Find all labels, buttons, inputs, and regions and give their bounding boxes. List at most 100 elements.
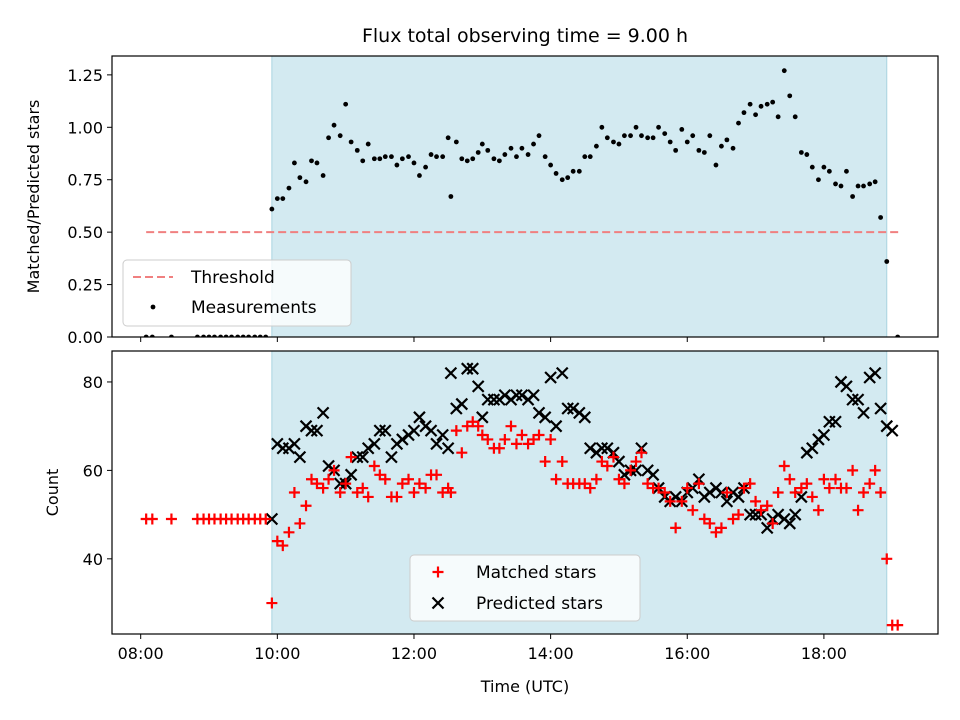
predicted-star-point bbox=[806, 442, 819, 455]
predicted-star-point bbox=[561, 402, 574, 415]
measurement-point bbox=[354, 147, 360, 153]
predicted-star-point bbox=[436, 428, 449, 442]
measurement-point bbox=[417, 173, 422, 178]
measurement-point bbox=[423, 164, 428, 170]
predicted-star-point bbox=[460, 362, 474, 375]
predicted-star-point bbox=[601, 442, 614, 455]
measurement-point bbox=[850, 194, 855, 199]
matched-star-point bbox=[311, 478, 323, 490]
predicted-star-point bbox=[555, 366, 569, 380]
matched-star-point bbox=[801, 478, 813, 490]
count-panel-frame bbox=[111, 350, 939, 635]
measurement-point bbox=[326, 135, 331, 141]
measurement-point bbox=[622, 133, 627, 139]
measurement-point bbox=[491, 156, 497, 162]
matched-star-point bbox=[681, 482, 693, 494]
predicted-star-point bbox=[771, 508, 785, 521]
measurement-point bbox=[753, 112, 758, 118]
matched-star-point bbox=[881, 553, 893, 565]
count-x-tick-label: 12:00 bbox=[391, 644, 437, 663]
measurement-point bbox=[673, 147, 679, 153]
measurement-point bbox=[475, 150, 481, 155]
ratio-observing-window bbox=[271, 55, 888, 338]
matched-star-point bbox=[584, 482, 596, 494]
matched-star-point bbox=[539, 456, 551, 468]
count-legend-box bbox=[409, 554, 641, 622]
matched-star-point bbox=[550, 473, 562, 485]
count-y-tick-label: 80 bbox=[83, 373, 103, 392]
predicted-star-point bbox=[441, 442, 455, 455]
measurement-point bbox=[593, 143, 599, 149]
measurement-point bbox=[470, 156, 476, 162]
matched-star-point bbox=[277, 540, 289, 552]
matched-star-point bbox=[830, 473, 842, 485]
measurement-point bbox=[861, 183, 866, 189]
matched-star-point bbox=[413, 478, 425, 490]
matched-star-point bbox=[670, 522, 682, 534]
matched-star-point bbox=[618, 478, 630, 490]
measurement-point bbox=[878, 215, 884, 220]
measurement-point bbox=[707, 133, 713, 139]
predicted-star-point bbox=[471, 380, 485, 393]
matched-star-point bbox=[733, 509, 745, 521]
measurement-point bbox=[764, 101, 770, 107]
matched-star-point bbox=[556, 456, 568, 468]
matched-star-point bbox=[391, 491, 403, 503]
measurement-point bbox=[656, 124, 661, 130]
measurement-point bbox=[531, 141, 536, 147]
matched-star-point bbox=[653, 482, 665, 494]
measurement-point bbox=[297, 175, 303, 181]
measurement-point bbox=[809, 164, 815, 170]
measurement-point bbox=[292, 160, 297, 166]
matched-star-point bbox=[493, 442, 505, 454]
measurement-point bbox=[445, 135, 451, 141]
matched-star-point bbox=[505, 420, 517, 432]
measurement-point bbox=[838, 183, 844, 189]
predicted-star-point bbox=[498, 388, 512, 402]
measurement-point bbox=[496, 158, 502, 164]
measurement-point bbox=[662, 131, 668, 136]
matched-star-point bbox=[345, 451, 357, 463]
matched-star-point bbox=[625, 464, 637, 476]
measurement-point bbox=[582, 154, 588, 160]
measurement-point bbox=[280, 196, 286, 201]
predicted-star-point bbox=[466, 362, 480, 375]
matched-star-point bbox=[340, 478, 352, 490]
matched-star-point bbox=[300, 500, 312, 512]
measurement-point bbox=[274, 196, 280, 201]
measurement-point bbox=[309, 158, 314, 164]
measurement-point bbox=[690, 133, 696, 139]
measurement-point bbox=[525, 152, 531, 157]
matched-star-point bbox=[499, 433, 511, 445]
predicted-star-point bbox=[350, 450, 364, 464]
matched-star-point bbox=[294, 517, 306, 529]
matched-star-point bbox=[396, 478, 408, 490]
matched-star-point bbox=[510, 438, 522, 450]
matched-star-point bbox=[408, 487, 420, 498]
matched-star-point bbox=[767, 517, 779, 529]
predicted-star-point bbox=[379, 424, 392, 437]
measurement-point bbox=[343, 101, 349, 107]
matched-star-point bbox=[721, 487, 733, 498]
predicted-star-point bbox=[829, 415, 842, 429]
measurement-point bbox=[548, 162, 554, 168]
predicted-star-point bbox=[538, 411, 552, 424]
measurement-point bbox=[633, 124, 639, 130]
predicted-star-point bbox=[515, 388, 529, 402]
predicted-star-point bbox=[368, 437, 381, 451]
measurement-point bbox=[519, 145, 525, 151]
measurement-point bbox=[781, 68, 787, 74]
matched-star-point bbox=[533, 429, 545, 441]
predicted-star-point bbox=[373, 424, 387, 437]
measurement-point bbox=[719, 143, 724, 149]
measurement-point bbox=[514, 154, 519, 160]
matched-star-point bbox=[516, 429, 528, 441]
predicted-star-point bbox=[743, 508, 757, 521]
ratio-y-tick-label: 0.75 bbox=[67, 171, 103, 190]
predicted-star-point bbox=[788, 508, 802, 521]
predicted-star-point bbox=[851, 393, 865, 406]
count-y-axis-label: Count bbox=[43, 469, 62, 517]
matched-star-point bbox=[852, 504, 864, 516]
matched-star-point bbox=[744, 478, 756, 490]
measurement-point bbox=[365, 141, 371, 147]
